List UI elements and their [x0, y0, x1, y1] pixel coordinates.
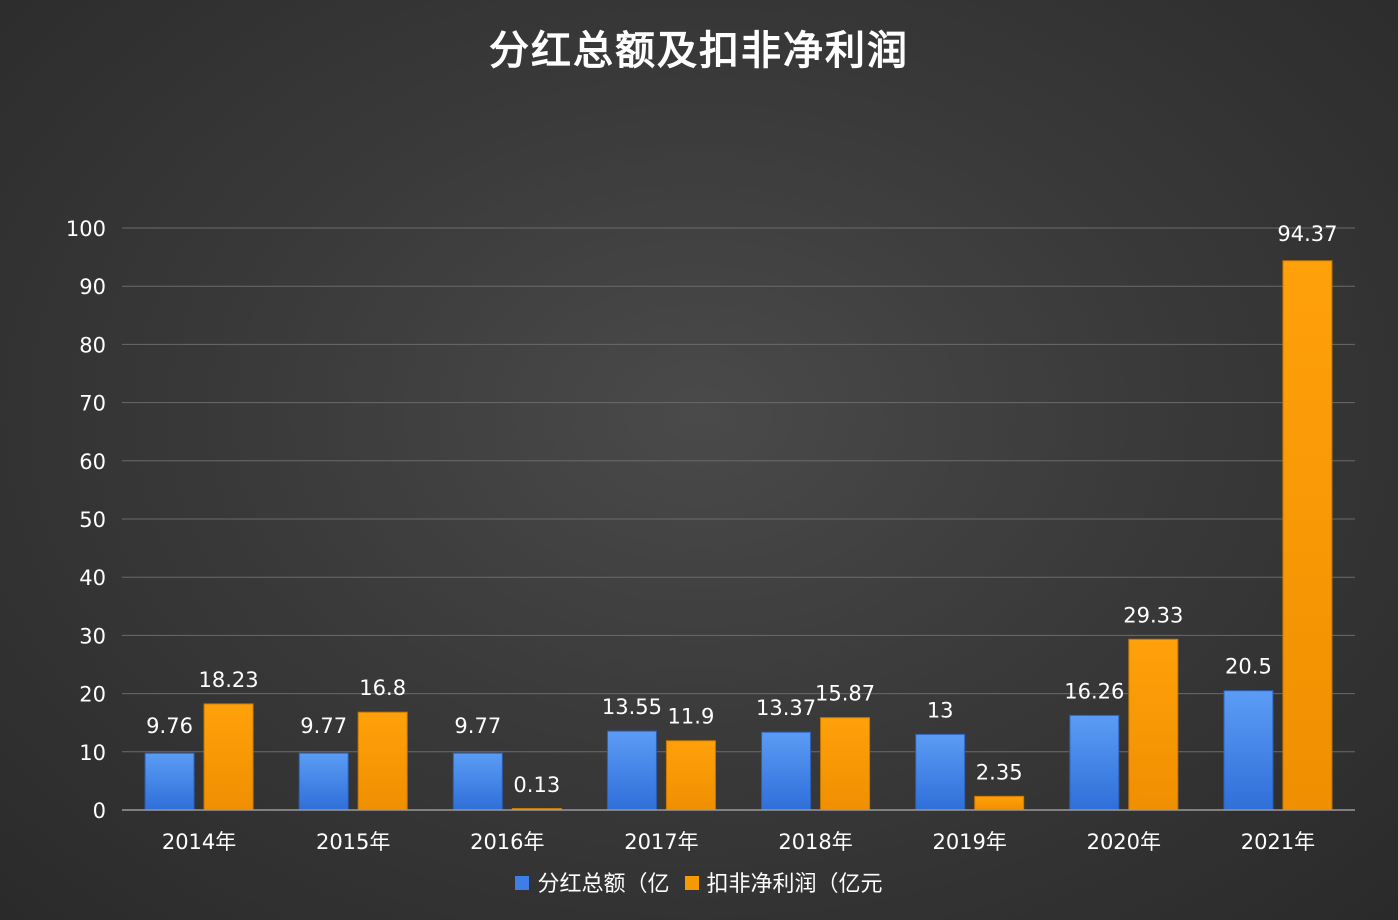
chart-title: 分红总额及扣非净利润	[489, 28, 909, 74]
y-tick-label: 0	[93, 799, 106, 823]
y-tick-label: 80	[79, 333, 106, 357]
data-label-dividend: 13.37	[756, 696, 816, 720]
legend-label-profit: 扣非净利润（亿元	[706, 872, 883, 897]
x-tick-label: 2014年	[162, 830, 236, 854]
data-label-profit: 0.13	[513, 773, 560, 797]
y-axis: 0 10 20 30 40 50 60 70 80 90 100	[66, 217, 106, 823]
data-label-dividend: 13	[927, 698, 954, 722]
legend-item-dividend[interactable]: 分红总额（亿	[515, 866, 670, 898]
legend-swatch-profit	[684, 876, 699, 890]
bar-dividend[interactable]	[144, 752, 195, 811]
data-label-dividend: 13.55	[602, 695, 662, 719]
y-tick-label: 90	[79, 275, 106, 299]
data-label-profit: 18.23	[199, 668, 259, 692]
x-tick-label: 2016年	[470, 830, 544, 854]
bar-profit[interactable]	[665, 740, 716, 811]
x-tick-label: 2018年	[778, 830, 852, 854]
data-label-profit: 94.37	[1277, 222, 1337, 246]
x-tick-label: 2020年	[1087, 830, 1161, 854]
data-label-profit: 29.33	[1123, 603, 1183, 627]
bar-dividend[interactable]	[606, 730, 657, 811]
bar-dividend[interactable]	[915, 733, 966, 811]
bar-dividend[interactable]	[761, 731, 812, 811]
legend-swatch-dividend	[515, 876, 530, 890]
data-label-profit: 16.8	[359, 676, 406, 700]
legend-label-dividend: 分红总额（亿	[537, 872, 670, 897]
data-label-dividend: 9.77	[300, 714, 347, 738]
bar-dividend[interactable]	[1223, 690, 1274, 811]
bar-dividend[interactable]	[298, 752, 349, 811]
legend: 分红总额（亿 扣非净利润（亿元	[0, 866, 1398, 898]
y-tick-label: 20	[79, 683, 106, 707]
y-tick-label: 60	[79, 450, 106, 474]
x-tick-label: 2021年	[1241, 830, 1315, 854]
x-tick-label: 2017年	[624, 830, 698, 854]
legend-item-profit[interactable]: 扣非净利润（亿元	[684, 866, 883, 898]
grid-lines	[122, 227, 1355, 753]
y-tick-label: 100	[66, 217, 106, 241]
x-tick-label: 2015年	[316, 830, 390, 854]
y-tick-label: 50	[79, 508, 106, 532]
bar-dividend[interactable]	[452, 752, 503, 811]
bar-profit[interactable]	[203, 703, 254, 811]
y-tick-label: 70	[79, 392, 106, 416]
bar-profit[interactable]	[974, 795, 1025, 811]
data-label-profit: 15.87	[815, 682, 875, 706]
y-tick-label: 30	[79, 624, 106, 648]
data-label-dividend: 9.76	[146, 714, 193, 738]
bar-profit[interactable]	[357, 711, 408, 811]
bars	[144, 260, 1333, 811]
data-label-dividend: 9.77	[454, 714, 501, 738]
bar-profit[interactable]	[1128, 638, 1179, 811]
bar-profit[interactable]	[1282, 260, 1333, 811]
y-tick-label: 10	[79, 741, 106, 765]
data-label-profit: 11.9	[668, 705, 715, 729]
y-tick-label: 40	[79, 566, 106, 590]
data-label-dividend: 20.5	[1225, 655, 1272, 679]
x-axis: 2014年 2015年 2016年 2017年 2018年 2019年 2020年 2021年	[122, 809, 1355, 854]
bar-dividend[interactable]	[1069, 714, 1120, 811]
x-tick-label: 2019年	[932, 830, 1006, 854]
bar-profit[interactable]	[820, 717, 871, 811]
data-label-profit: 2.35	[976, 760, 1023, 784]
data-label-dividend: 16.26	[1064, 679, 1124, 703]
